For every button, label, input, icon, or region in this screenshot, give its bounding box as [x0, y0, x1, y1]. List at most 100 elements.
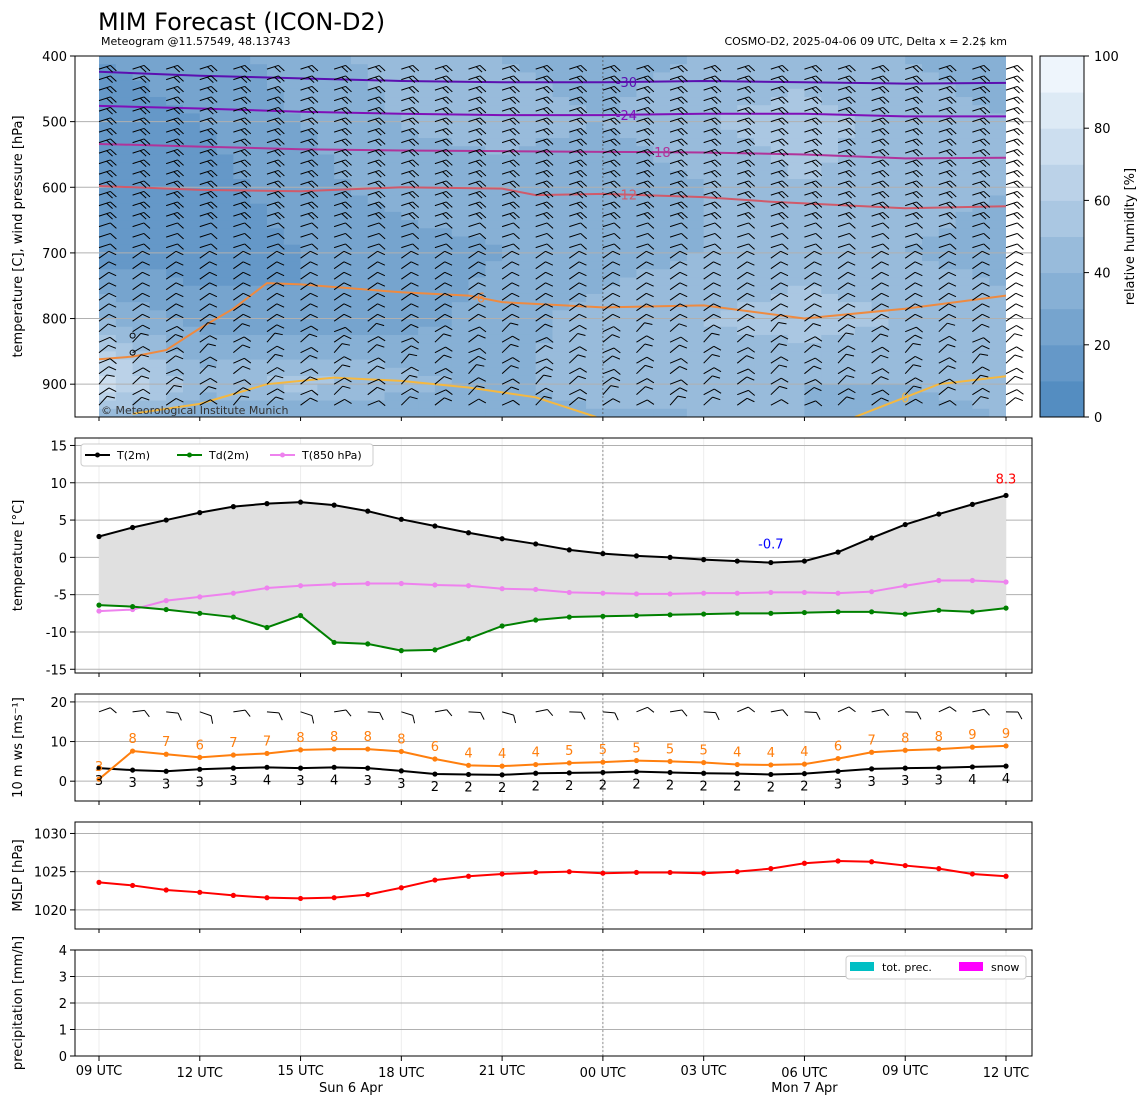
humidity-cell: [485, 64, 503, 74]
humidity-cell: [838, 400, 856, 410]
barb-staff: [804, 232, 817, 238]
wind-barb: [703, 232, 722, 240]
humidity-cell: [418, 367, 436, 377]
humidity-cell: [384, 211, 402, 221]
humidity-cell: [149, 195, 167, 205]
barb-staff: [736, 303, 748, 312]
humidity-cell: [686, 64, 705, 74]
barb-staff: [636, 85, 649, 91]
barb-flag: [748, 201, 755, 208]
humidity-cell: [334, 375, 352, 385]
humidity-cell: [972, 220, 990, 229]
humidity-cell: [905, 97, 923, 106]
humidity-cell: [535, 343, 554, 352]
humidity-cell: [888, 105, 906, 115]
barb-staff: [132, 250, 143, 259]
barb-staff: [266, 282, 278, 291]
barb-staff: [468, 96, 481, 102]
wind-barb: [703, 332, 720, 343]
barb-flag: [173, 213, 181, 220]
wind-barb: [166, 148, 184, 157]
humidity-cell: [418, 392, 436, 402]
humidity-cell: [821, 211, 839, 221]
wind-barb: [501, 378, 520, 385]
wind-barb: [737, 117, 755, 125]
barb-flag: [509, 87, 517, 94]
barb-flag: [278, 191, 285, 198]
barb-staff: [300, 368, 312, 375]
humidity-cell: [922, 105, 940, 115]
barb-flag: [677, 192, 684, 199]
wind-barb: [367, 96, 386, 104]
humidity-cell: [670, 195, 688, 205]
humidity-cell: [619, 154, 638, 164]
humidity-cell: [905, 334, 923, 344]
humidity-cell: [468, 113, 486, 123]
wind-barb: [434, 222, 453, 229]
humidity-cell: [434, 187, 453, 197]
barb-staff: [401, 337, 413, 343]
barb-flag: [849, 191, 856, 198]
barb-flag: [408, 202, 416, 209]
barb-staff: [636, 138, 649, 144]
humidity-cell: [317, 293, 335, 303]
humidity-cell: [266, 285, 285, 295]
barb-flag: [610, 160, 617, 167]
humidity-cell: [686, 187, 705, 197]
humidity-cell: [115, 318, 134, 328]
wind-barb: [804, 282, 822, 291]
humidity-cell: [686, 80, 705, 90]
barb-flag: [546, 117, 554, 124]
humidity-cell: [686, 367, 705, 377]
wind-barb: [535, 222, 554, 229]
wind-barb: [770, 271, 789, 280]
barb-flag: [475, 202, 483, 209]
humidity-cell: [434, 252, 453, 262]
barb-staff: [132, 222, 145, 228]
wind-barb: [602, 347, 621, 354]
wind-barb: [233, 148, 252, 157]
humidity-cell: [350, 343, 369, 352]
barb-flag: [511, 303, 520, 308]
humidity-cell: [418, 285, 436, 295]
wind-barb: [535, 358, 554, 365]
humidity-cell: [99, 113, 117, 123]
barb-staff: [636, 180, 649, 186]
barb-flag: [343, 303, 352, 308]
humidity-cell: [485, 236, 503, 246]
wind-barb: [98, 138, 117, 146]
humidity-cell: [300, 228, 318, 238]
barb-flag: [173, 118, 181, 125]
barb-flag: [209, 303, 218, 308]
wind-barb: [132, 159, 151, 167]
barb-flag: [679, 250, 688, 256]
humidity-cell: [602, 187, 621, 197]
barb-flag: [780, 335, 789, 340]
humidity-cell: [888, 277, 906, 287]
barb-flag: [143, 107, 151, 114]
barb-flag: [207, 129, 214, 136]
barb-staff: [703, 127, 716, 133]
humidity-cell: [216, 384, 234, 393]
barb-flag: [578, 303, 587, 308]
wind-barb: [132, 169, 151, 178]
humidity-cell: [283, 277, 302, 287]
barb-flag: [412, 96, 420, 103]
barb-flag: [849, 233, 856, 240]
barb-flag: [849, 107, 856, 114]
humidity-cell: [182, 293, 201, 303]
barb-staff: [300, 159, 313, 165]
barb-flag: [546, 212, 554, 219]
humidity-cell: [384, 154, 402, 164]
humidity-cell: [787, 269, 806, 279]
barb-flag: [713, 261, 722, 266]
barb-staff: [636, 386, 646, 396]
humidity-cell: [535, 113, 554, 123]
humidity-cell: [586, 228, 604, 238]
humidity-cell: [115, 351, 134, 361]
barb-staff: [199, 138, 212, 144]
barb-staff: [401, 180, 413, 186]
barb-staff: [703, 271, 714, 280]
barb-staff: [602, 334, 613, 343]
humidity-cell: [317, 408, 335, 417]
